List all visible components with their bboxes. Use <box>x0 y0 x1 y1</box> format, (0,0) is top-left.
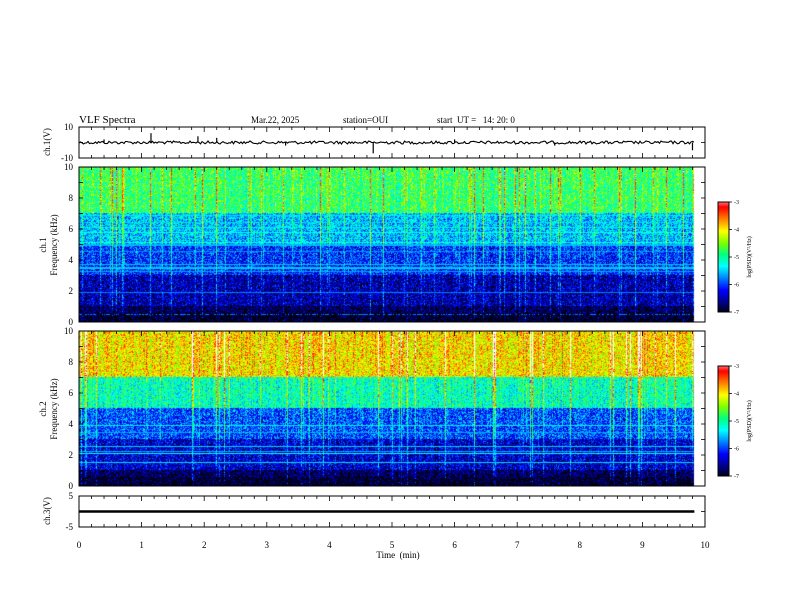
ch1-waveform-ticks <box>78 126 706 159</box>
colorbar-tick-label: -5 <box>734 419 739 425</box>
x-tick-label: 9 <box>640 540 645 550</box>
x-tick-label: 8 <box>578 540 583 550</box>
colorbar-tick-label: -4 <box>734 228 739 234</box>
ch2-spectrogram-ticks <box>78 330 706 487</box>
ch1-spectrogram-ylabel-freq: Frequency (kHz) <box>49 214 59 275</box>
start-time-label: start UT = 14: 20: 0 <box>437 115 515 125</box>
y-tick-label: 10 <box>64 162 74 172</box>
colorbar-tick-label: -3 <box>734 200 739 206</box>
x-axis-label: Time (min) <box>376 550 419 560</box>
x-tick-label: 10 <box>701 540 711 550</box>
x-tick-label: 2 <box>202 540 207 550</box>
ch3-ytick-top: 5 <box>69 491 74 501</box>
ch1-colorbar: -3 -4 -5 -6 -7 log(PSD)(V²/Hz) <box>717 200 753 316</box>
x-tick-label: 6 <box>452 540 457 550</box>
ch1-spectrogram-ylabel-channel: ch.1 <box>38 237 48 252</box>
colorbar-tick-label: -4 <box>734 392 739 398</box>
ch1-waveform-ylabel: ch.1(V) <box>42 128 52 156</box>
ch2-colorbar: -3 -4 -5 -6 -7 log(PSD)(V²/Hz) <box>717 364 753 480</box>
ch1-waveform-panel: 10 -10 ch.1(V) <box>42 122 706 163</box>
x-tick-label: 5 <box>390 540 395 550</box>
y-tick-label: 0 <box>69 317 74 327</box>
colorbar-tick-label: -7 <box>734 474 739 480</box>
colorbar-tick-label: -6 <box>734 283 739 289</box>
x-tick-label: 1 <box>139 540 144 550</box>
ch3-waveform-ticks <box>78 495 706 528</box>
ch2-spectrogram-ylabel-freq: Frequency (kHz) <box>49 378 59 439</box>
colorbar-gradient-image <box>718 202 729 312</box>
ch3-waveform-ylabel: ch.3(V) <box>42 497 52 525</box>
ch1-colorbar-label: log(PSD)(V²/Hz) <box>746 236 753 277</box>
date-label: Mar.22, 2025 <box>251 115 300 125</box>
colorbar-tick-label: -3 <box>734 364 739 370</box>
ch2-spectrogram-ytick-labels: 0 2 4 6 8 10 <box>64 326 74 491</box>
ch1-spectrogram-image <box>79 167 705 322</box>
y-tick-label: 8 <box>69 357 74 367</box>
ch2-spectrogram-panel: 0 2 4 6 8 10 ch.2 Frequency (kHz) <box>38 326 706 491</box>
y-tick-label: 0 <box>69 481 74 491</box>
y-tick-label: 6 <box>69 388 74 398</box>
ch2-spectrogram-ylabel-channel: ch.2 <box>38 401 48 416</box>
ch1-colorbar-tick-labels: -3 -4 -5 -6 -7 <box>729 200 739 316</box>
x-tick-label: 4 <box>327 540 332 550</box>
ch1-ytick-top: 10 <box>64 122 74 132</box>
figure-title: VLF Spectra <box>79 114 136 126</box>
ch2-colorbar-tick-labels: -3 -4 -5 -6 -7 <box>729 364 739 480</box>
y-tick-label: 4 <box>69 419 74 429</box>
colorbar-tick-label: -5 <box>734 255 739 261</box>
y-tick-label: 8 <box>69 193 74 203</box>
waveform-line <box>78 140 695 145</box>
ch1-waveform-trace <box>78 133 695 154</box>
x-tick-label: 7 <box>515 540 520 550</box>
y-tick-label: 4 <box>69 255 74 265</box>
ch2-spectrogram-image <box>79 331 705 486</box>
ch2-colorbar-label: log(PSD)(V²/Hz) <box>746 400 753 441</box>
y-tick-label: 2 <box>69 286 74 296</box>
ch1-spectrogram-ticks <box>78 166 706 323</box>
ch3-ytick-bottom: -5 <box>66 522 74 532</box>
y-tick-label: 10 <box>64 326 74 336</box>
x-tick-label: 0 <box>77 540 82 550</box>
ch3-waveform-panel: 5 -5 ch.3(V) <box>42 491 706 532</box>
ch1-spectrogram-panel: 0 2 4 6 8 10 ch.1 Frequency (kHz) <box>38 162 706 327</box>
colorbar-gradient-image <box>718 366 729 476</box>
x-axis-tick-labels: 0 1 2 3 4 5 6 7 8 9 10 <box>77 540 710 550</box>
colorbar-tick-label: -6 <box>734 447 739 453</box>
ch1-ytick-bottom: -10 <box>61 153 73 163</box>
x-tick-label: 3 <box>265 540 270 550</box>
y-tick-label: 6 <box>69 224 74 234</box>
ch1-spectrogram-ytick-labels: 0 2 4 6 8 10 <box>64 162 74 327</box>
station-label: station=OUI <box>343 115 388 125</box>
y-tick-label: 2 <box>69 450 74 460</box>
colorbar-tick-label: -7 <box>734 310 739 316</box>
